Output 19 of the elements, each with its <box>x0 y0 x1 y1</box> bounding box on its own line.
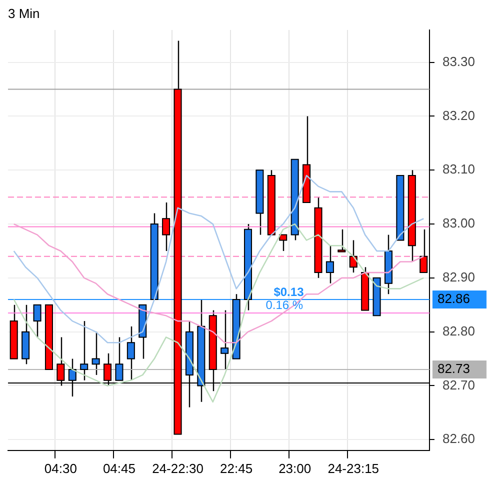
y-tick-label: 83.20 <box>442 108 476 123</box>
annotation: $0.13 <box>274 284 304 299</box>
y-tick-label: 83.10 <box>442 162 476 177</box>
y-tick-label: 83.00 <box>442 216 476 231</box>
y-tick-label: 83.30 <box>442 54 476 69</box>
y-tick-label: 82.90 <box>442 270 476 285</box>
x-tick-label: 24-22:30 <box>152 460 204 476</box>
x-tick-label: 23:00 <box>278 460 312 476</box>
y-tick-label: 82.80 <box>442 323 476 338</box>
x-tick-label: 04:45 <box>102 460 136 476</box>
annotation: 0.16 % <box>266 298 304 312</box>
y-tick-label: 82.60 <box>442 431 476 446</box>
ref-line-label: 82.86 <box>437 291 470 306</box>
x-tick-label: 24-23:15 <box>328 460 380 476</box>
ref-line-label: 82.73 <box>437 361 470 376</box>
x-tick-label: 04:30 <box>44 460 77 476</box>
x-tick-label: 22:45 <box>220 460 253 476</box>
chart-title: 3 Min <box>8 6 40 21</box>
y-tick-label: 82.70 <box>442 377 476 392</box>
